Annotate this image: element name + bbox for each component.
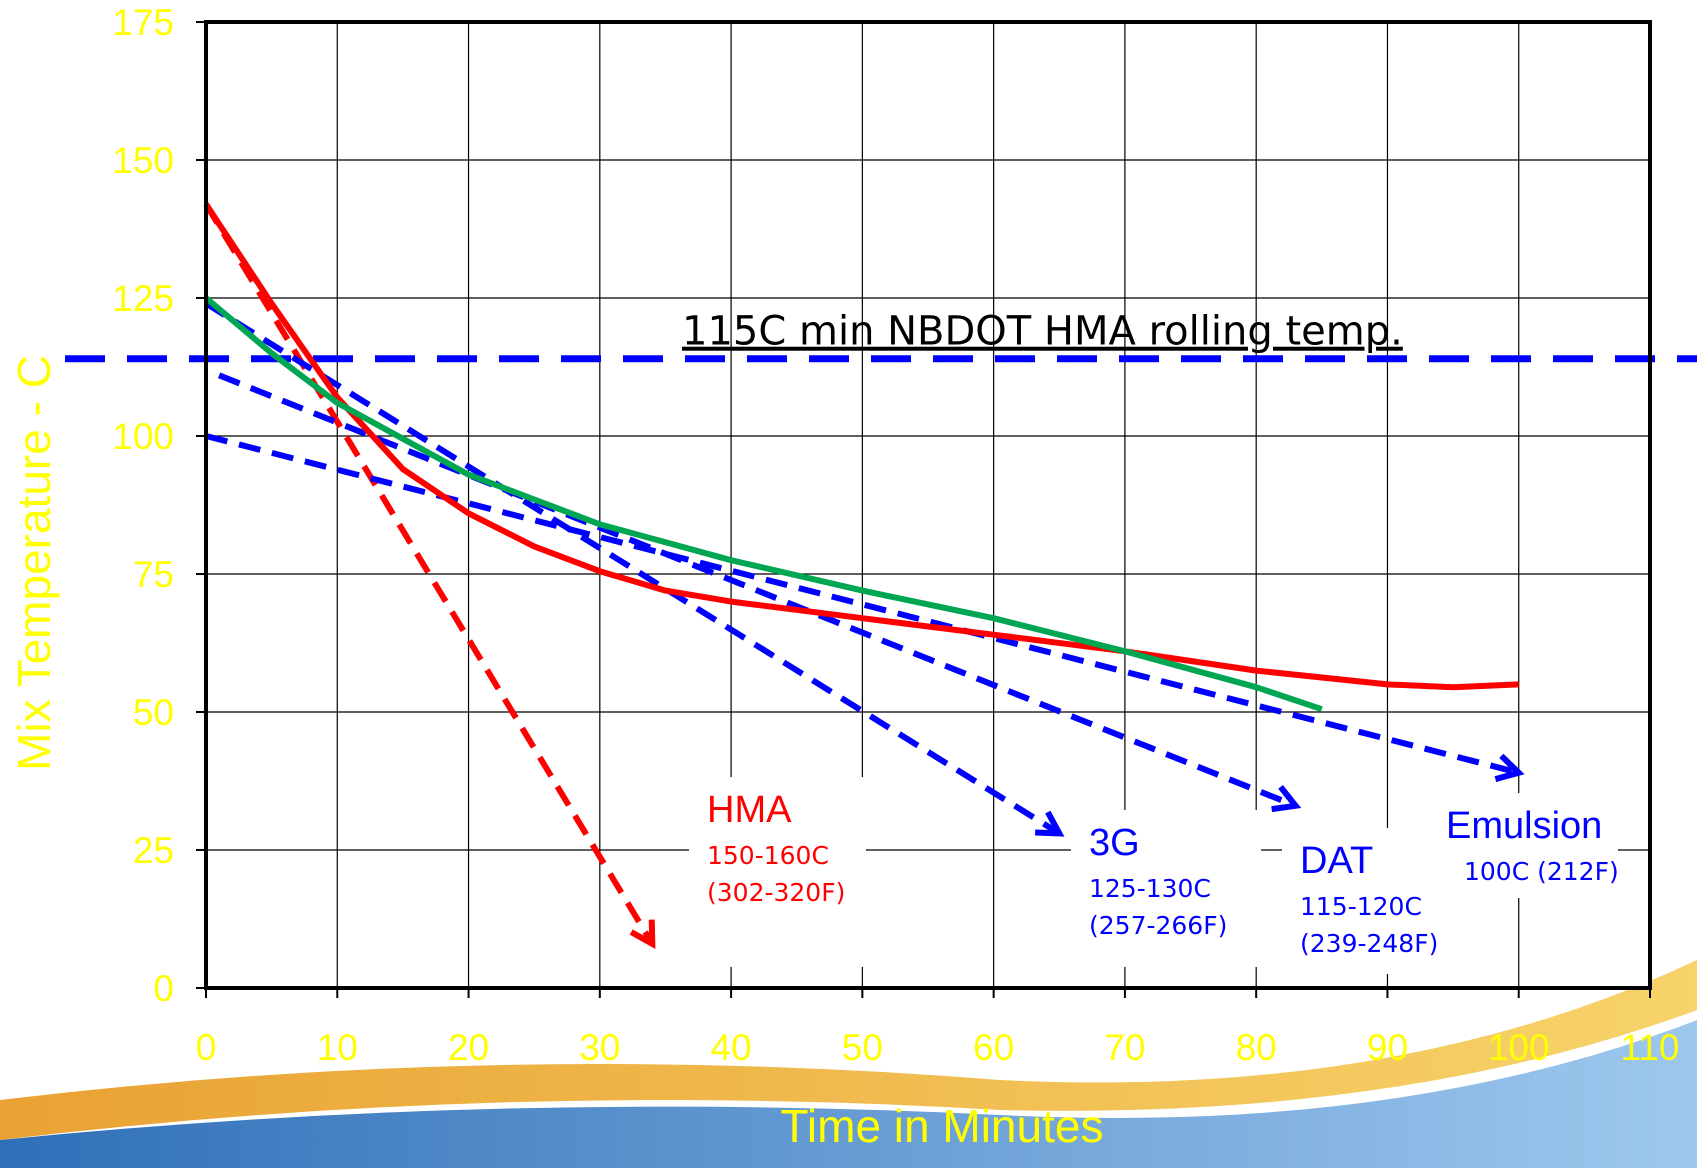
- y-tick-label: 25: [133, 830, 174, 871]
- y-tick-label: 125: [112, 278, 174, 319]
- annotation-detail: 100C (212F): [1464, 857, 1619, 886]
- x-tick-label: 30: [579, 1027, 620, 1068]
- annotation-detail: (257-266F): [1089, 911, 1227, 940]
- y-tick-label: 150: [112, 140, 174, 181]
- annotation-title: 3G: [1089, 822, 1140, 864]
- x-tick-label: 40: [711, 1027, 752, 1068]
- annotation-title: HMA: [707, 789, 792, 831]
- y-tick-label: 175: [112, 2, 174, 43]
- annotation-detail: (302-320F): [707, 878, 845, 907]
- annotation-title: DAT: [1300, 840, 1373, 882]
- y-tick-label: 0: [153, 968, 174, 1009]
- chart: Time in Minutes Mix Temperature - C 0 25 5…: [0, 0, 1697, 1168]
- x-tick-label: 60: [973, 1027, 1014, 1068]
- annotation-detail: 115-120C: [1300, 892, 1422, 921]
- y-tick-label: 75: [133, 554, 174, 595]
- annotation-title: Emulsion: [1446, 805, 1602, 847]
- x-tick-label: 10: [317, 1027, 358, 1068]
- y-tick-label: 100: [112, 416, 174, 457]
- x-tick-label: 0: [196, 1027, 217, 1068]
- annotation-detail: (239-248F): [1300, 929, 1438, 958]
- x-tick-label: 100: [1488, 1027, 1550, 1068]
- x-tick-label: 90: [1367, 1027, 1408, 1068]
- x-tick-label: 80: [1236, 1027, 1277, 1068]
- x-tick-label: 20: [448, 1027, 489, 1068]
- annotation-detail: 150-160C: [707, 841, 829, 870]
- x-tick-label: 70: [1104, 1027, 1145, 1068]
- reference-label: 115C min NBDOT HMA rolling temp.: [682, 309, 1403, 355]
- y-axis-title: Mix Temperature - C: [8, 355, 60, 771]
- y-tick-label: 50: [133, 692, 174, 733]
- x-axis-title: Time in Minutes: [781, 1100, 1104, 1152]
- x-tick-label: 50: [842, 1027, 883, 1068]
- annotation-detail: 125-130C: [1089, 874, 1211, 903]
- x-tick-label: 110: [1621, 1027, 1680, 1068]
